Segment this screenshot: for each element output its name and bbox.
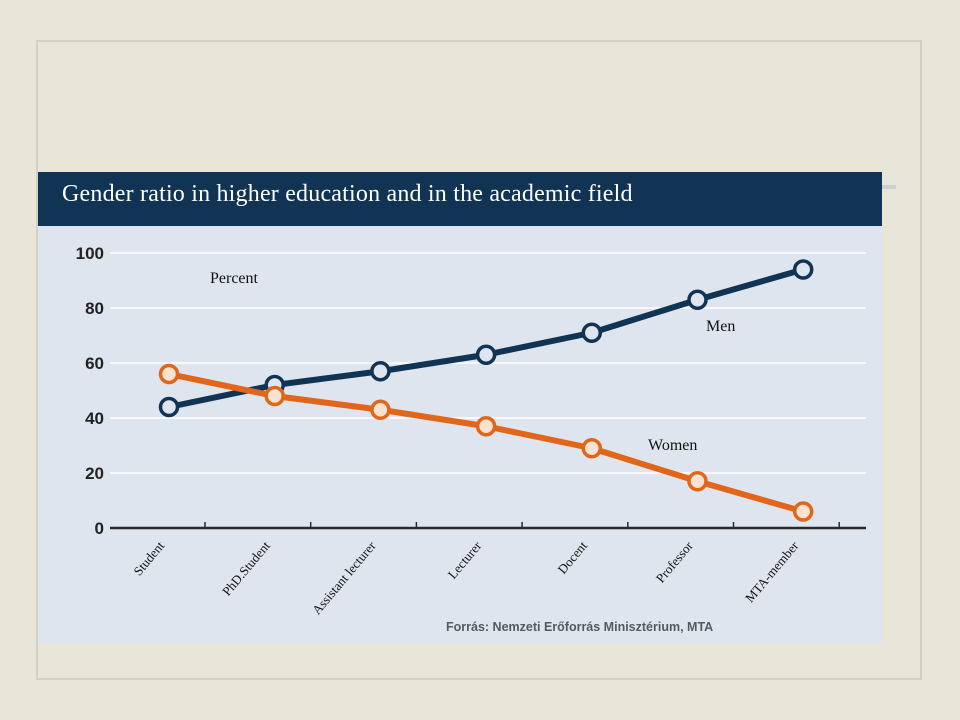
y-tick-label: 0 — [95, 519, 104, 538]
accent-rule — [882, 185, 896, 189]
chart-title-band: Gender ratio in higher education and in … — [38, 172, 882, 226]
point-women — [475, 416, 497, 437]
point-women — [158, 363, 180, 385]
point-men — [687, 289, 708, 310]
source-note: Forrás: Nemzeti Erőforrás Minisztérium, … — [446, 620, 714, 634]
chart-card: Gender ratio in higher education and in … — [38, 172, 882, 644]
x-tick-label: Docent — [554, 538, 590, 577]
x-tick-labels: Student PhD.Student Assistant lecturer Lect… — [130, 522, 840, 618]
y-tick-label: 60 — [85, 354, 104, 373]
x-tick-label: Assistant lecturer — [309, 538, 379, 618]
series-line-women — [166, 371, 807, 515]
x-tick-label: Student — [130, 538, 167, 578]
series-lines — [166, 266, 807, 515]
x-tick-label: MTA-member — [742, 538, 802, 605]
point-men — [158, 396, 180, 418]
gridlines — [110, 252, 866, 530]
point-women — [792, 501, 814, 522]
point-women — [687, 471, 708, 492]
series-label-men: Men — [706, 318, 735, 335]
point-men — [475, 344, 497, 365]
x-tick-label: Lecturer — [445, 538, 485, 582]
series-label-women: Women — [648, 437, 697, 454]
y-tick-label: 20 — [85, 464, 104, 483]
y-tick-label: 100 — [76, 244, 104, 263]
y-axis-label: Percent — [210, 270, 259, 287]
point-men — [370, 361, 391, 382]
point-women — [370, 399, 391, 420]
chart-title: Gender ratio in higher education and in … — [62, 181, 633, 207]
y-tick-labels: 0 20 40 60 80 100 — [76, 244, 104, 538]
y-tick-label: 80 — [85, 299, 104, 318]
point-women — [264, 385, 285, 407]
x-tick-label: PhD.Student — [219, 538, 273, 599]
point-women — [581, 438, 603, 459]
x-tick-label: Professor — [653, 538, 696, 586]
series-points — [158, 259, 814, 522]
y-tick-label: 40 — [85, 409, 104, 428]
series-line-men — [166, 266, 807, 410]
slide-frame — [36, 40, 922, 680]
point-men — [581, 322, 603, 343]
line-chart: 0 20 40 60 80 100 Student PhD.Student Assistant… — [76, 244, 866, 618]
point-men — [792, 259, 814, 280]
